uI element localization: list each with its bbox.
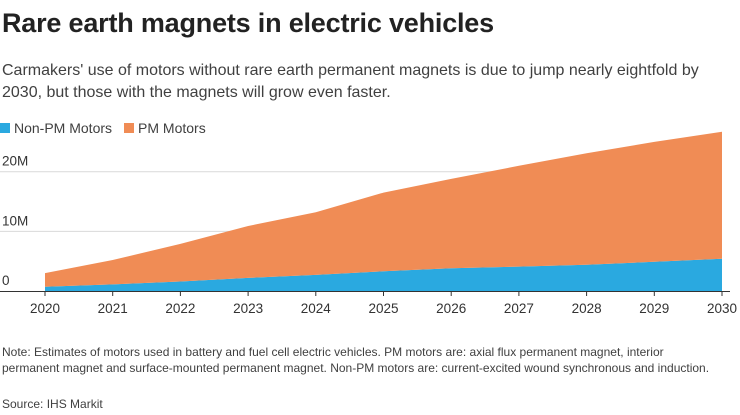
area-series-non-pm-motors	[45, 258, 722, 291]
legend-label-pm: PM Motors	[138, 120, 206, 136]
y-tick-label: 0	[2, 273, 10, 288]
x-tick-label: 2026	[436, 301, 466, 316]
areas	[45, 131, 722, 291]
legend-swatch-non-pm	[0, 123, 10, 133]
chart-subtitle: Carmakers' use of motors without rare ea…	[2, 62, 699, 101]
y-tick-label: 20M	[2, 154, 28, 169]
x-tick-label: 2028	[572, 301, 602, 316]
x-tick-label: 2027	[504, 301, 534, 316]
axes: 0 10M 20M 2020 2021 2022 2023 2024 2025 2026 2027 2…	[0, 154, 737, 316]
x-tick-label: 2025	[368, 301, 398, 316]
legend-item-pm: PM Motors	[124, 120, 206, 136]
legend: Non-PM Motors PM Motors	[0, 120, 218, 136]
x-tick-label: 2022	[165, 301, 195, 316]
x-tick-label: 2029	[639, 301, 669, 316]
x-tick-label: 2021	[98, 301, 128, 316]
area-series-pm-motors	[45, 131, 722, 287]
x-tick-label: 2020	[30, 301, 60, 316]
chart-plot: 0 10M 20M 2020 2021 2022 2023 2024 2025 2026 2027 2…	[0, 131, 737, 316]
legend-label-non-pm: Non-PM Motors	[14, 120, 113, 136]
chart-title: Rare earth magnets in electric vehicles	[2, 8, 494, 38]
x-tick-label: 2030	[707, 301, 737, 316]
legend-swatch-pm	[124, 123, 135, 133]
x-tick-label: 2024	[301, 301, 332, 316]
x-tick-label: 2023	[233, 301, 263, 316]
chart-note: Note: Estimates of motors used in batter…	[2, 345, 710, 375]
y-tick-label: 10M	[2, 213, 28, 228]
legend-item-non-pm: Non-PM Motors	[0, 120, 112, 136]
chart-source: Source: IHS Markit	[2, 397, 103, 411]
